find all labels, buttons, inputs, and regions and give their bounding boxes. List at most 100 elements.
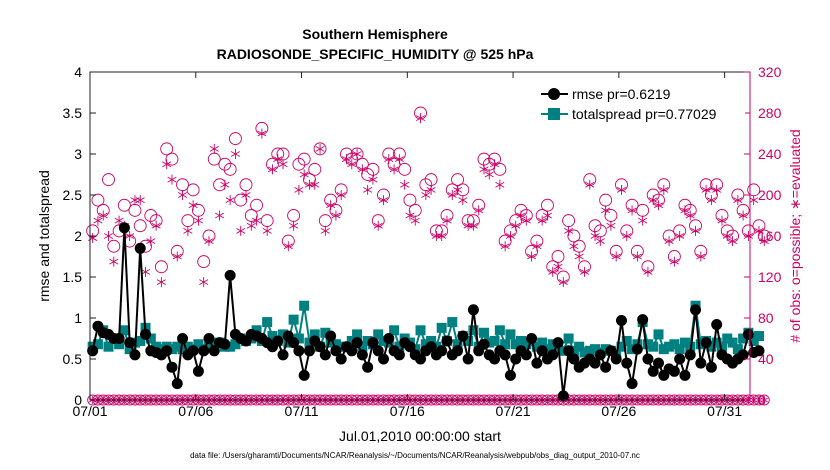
spread-point (92, 339, 103, 350)
rmse-point (124, 337, 136, 349)
obs-evaluated-point (257, 128, 267, 139)
rmse-point (367, 337, 379, 349)
obs-evaluated-point (558, 277, 568, 288)
data-file-note: data file: /Users/gharamti/Documents/NCA… (190, 451, 640, 460)
obs-possible-point (350, 147, 364, 161)
rmse-point (478, 338, 490, 350)
rmse-point (441, 335, 453, 347)
legend: rmse pr=0.6219 totalspread pr=0.77029 (533, 80, 745, 124)
obs-evaluated-point (199, 277, 209, 288)
obs-evaluated-point (252, 215, 262, 226)
obs-evaluated-point (627, 205, 637, 216)
obs-evaluated-point (712, 184, 722, 195)
obs-evaluated-point (394, 154, 404, 165)
spread-point (135, 335, 146, 346)
rmse-point (452, 345, 464, 357)
obs-possible-point (228, 132, 242, 146)
legend-rmse-label: rmse pr=0.6219 (572, 86, 671, 102)
spread-point (172, 341, 183, 352)
spread-point (679, 337, 690, 348)
rmse-point (134, 242, 146, 254)
obs-evaluated-point (215, 210, 225, 221)
spread-point (521, 339, 532, 350)
obs-evaluated-point (468, 220, 478, 231)
rmse-point (425, 341, 437, 353)
spread-point (288, 314, 299, 325)
obs-evaluated-point (315, 143, 325, 154)
x-tick-label: 07/31 (707, 403, 742, 419)
rmse-point (356, 349, 368, 361)
obs-evaluated-point (109, 256, 119, 267)
y-axis-left: 0 0.5 1 1.5 2 2.5 3 3.5 4 (63, 64, 96, 408)
obs-baseline-star (750, 396, 758, 404)
obs-evaluated-point (373, 220, 383, 231)
obs-evaluated-point (659, 184, 669, 195)
rmse-point (684, 349, 696, 361)
rmse-point (563, 345, 575, 357)
obs-possible-point (165, 152, 179, 166)
rmse-point (198, 345, 210, 357)
spread-point (320, 327, 331, 338)
obs-evaluated-point (400, 179, 410, 190)
legend-rmse-marker (548, 88, 560, 100)
spread-point (494, 325, 505, 336)
spread-point (166, 344, 177, 355)
x-tick-label: 07/16 (390, 403, 425, 419)
obs-evaluated-point (616, 184, 627, 195)
y-left-tick-label: 2 (74, 228, 82, 244)
spread-point (648, 341, 659, 352)
spread-point (346, 335, 357, 346)
rmse-point (298, 369, 310, 381)
spread-point (727, 337, 738, 348)
rmse-point (462, 353, 474, 365)
y-axis-left-label: rmse and totalspread (36, 170, 52, 302)
obs-evaluated-point (749, 195, 759, 206)
rmse-point (192, 365, 204, 377)
spread-point (225, 341, 236, 352)
obs-evaluated-point (632, 251, 642, 262)
obs-evaluated-point (225, 195, 235, 206)
obs-evaluated-point (675, 231, 685, 241)
x-tick-label: 07/21 (496, 403, 531, 419)
obs-evaluated-point (125, 231, 135, 241)
obs-evaluated-point (669, 256, 679, 267)
spread-point (489, 335, 500, 346)
obs-evaluated-point (230, 149, 240, 159)
rmse-point (351, 337, 363, 349)
spread-point (103, 341, 114, 352)
obs-evaluated-point (479, 164, 489, 175)
rmse-point (552, 337, 564, 349)
rmse-point (208, 345, 220, 357)
obs-baseline-star (760, 396, 768, 404)
obs-evaluated-point (733, 195, 743, 206)
spread-point (177, 344, 188, 355)
obs-evaluated-point (283, 241, 293, 252)
rmse-point (615, 314, 627, 326)
rmse-point (325, 330, 337, 342)
spread-point (574, 341, 585, 352)
rmse-point (177, 333, 189, 344)
obs-evaluated-point (209, 143, 219, 154)
rmse-point (526, 333, 538, 344)
rmse-point (742, 328, 754, 340)
rmse-point (679, 369, 691, 381)
obs-possible-point (91, 193, 105, 207)
rmse-point (288, 337, 300, 349)
obs-evaluated-point (579, 266, 590, 277)
spread-point (352, 329, 363, 340)
y-right-tick-label: 40 (758, 351, 774, 367)
spread-point (664, 341, 675, 352)
rmse-point (637, 314, 649, 326)
spread-point (373, 329, 384, 340)
spread-point (505, 329, 516, 340)
spread-point (669, 339, 680, 350)
rmse-point (642, 353, 654, 365)
rmse-point (203, 333, 215, 344)
obs-evaluated-point (690, 225, 701, 236)
rmse-point (547, 349, 559, 361)
y-left-tick-label: 1.5 (63, 269, 83, 285)
obs-evaluated-point (273, 154, 283, 165)
legend-box (533, 80, 745, 124)
spread-point (658, 344, 669, 355)
obs-evaluated-point (437, 231, 447, 241)
